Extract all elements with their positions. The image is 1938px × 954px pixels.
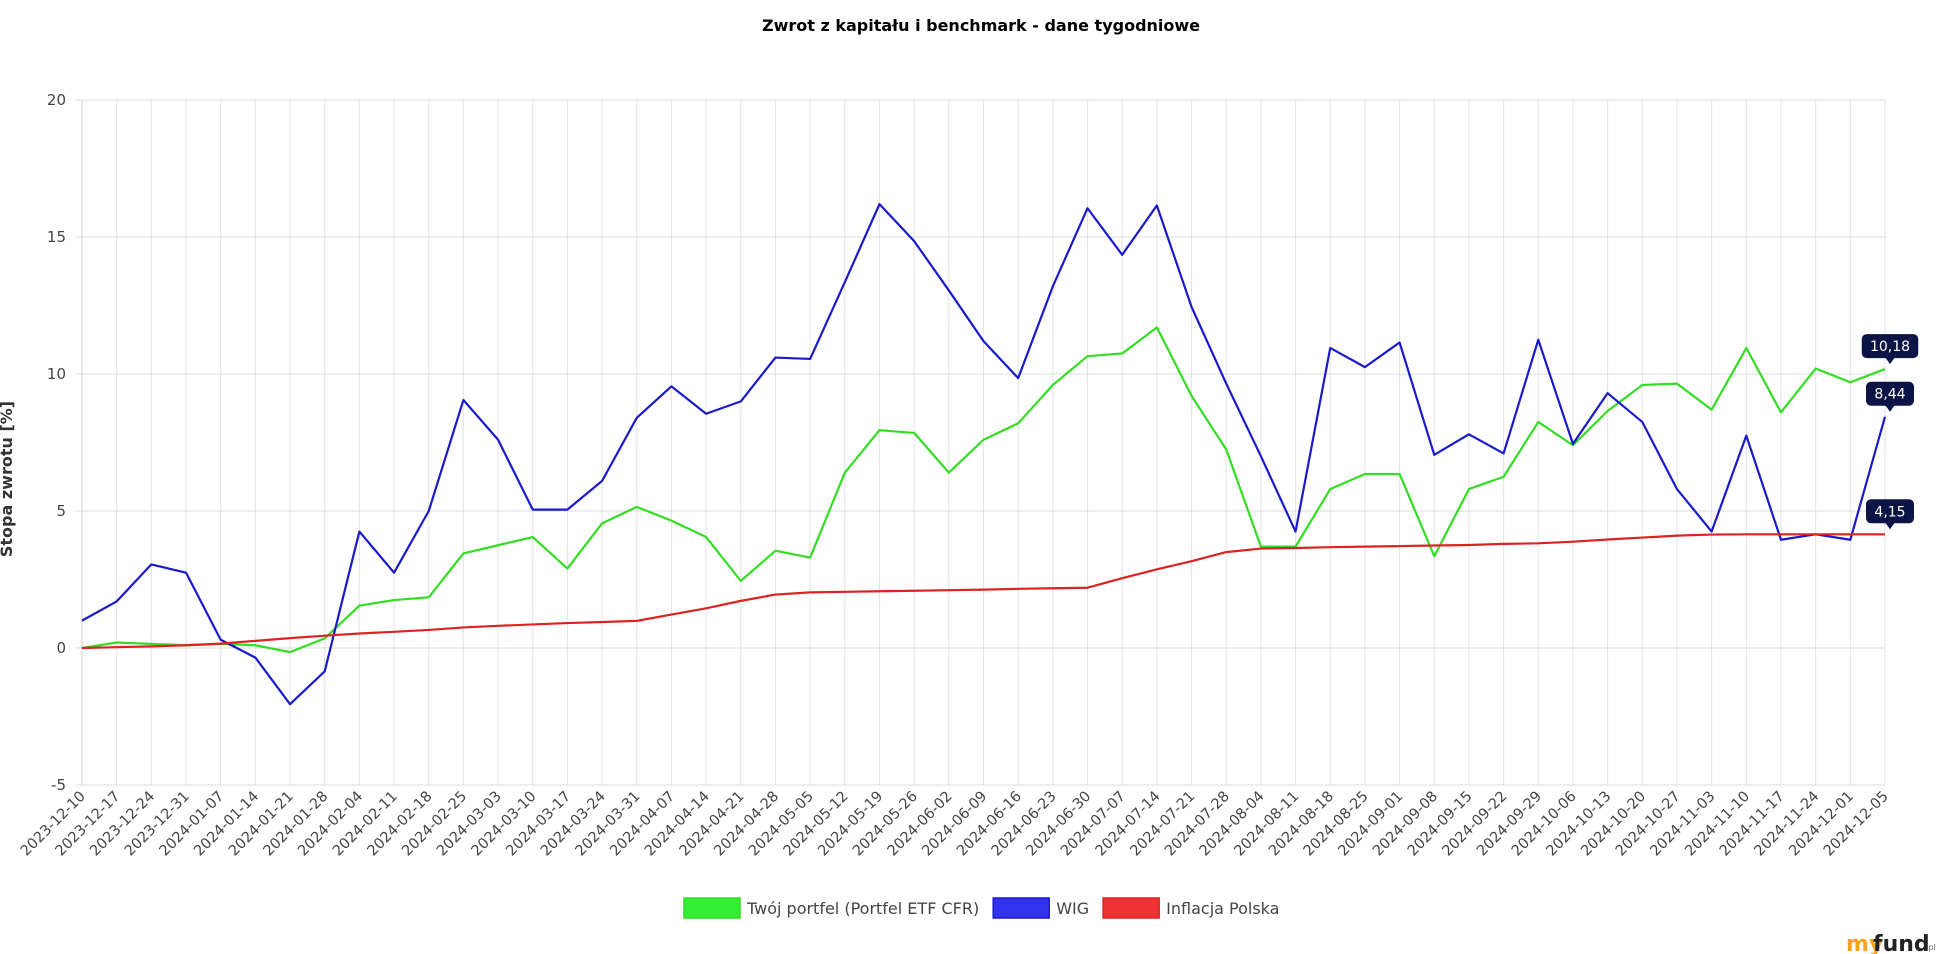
legend-swatch [992,897,1050,919]
legend-item-2[interactable]: Inflacja Polska [1102,897,1279,919]
legend[interactable]: Twój portfel (Portfel ETF CFR) WIG Inflacj… [683,897,1279,919]
legend-swatch [683,897,741,919]
legend-swatch [1102,897,1160,919]
end-label-0: 10,18 [1861,334,1919,365]
logo-pl: .pl [1926,943,1936,952]
end-label-1: 8,44 [1866,381,1914,412]
myfund-logo[interactable]: my fund .pl [1846,932,1936,954]
legend-label: Inflacja Polska [1166,899,1279,918]
series-line-0[interactable] [81,326,1886,654]
legend-item-0[interactable]: Twój portfel (Portfel ETF CFR) [683,897,979,919]
grid [76,99,1886,786]
logo-fund: fund [1873,932,1930,954]
chart-title: Zwrot z kapitału i benchmark - dane tygo… [762,16,1200,35]
y-tick-label: 0 [56,639,66,657]
y-axis-label: Stopa zwrotu [%] [0,401,16,557]
legend-item-1[interactable]: WIG [992,897,1089,919]
y-axis-ticks: -5 0 5 10 15 20 [47,91,66,794]
legend-label: Twój portfel (Portfel ETF CFR) [746,899,979,918]
series-line-2[interactable] [81,533,1885,650]
y-tick-label: 20 [47,91,66,109]
series-line-1[interactable] [81,203,1887,706]
y-tick-label: -5 [51,776,66,794]
end-label-text: 8,44 [1874,387,1905,403]
x-axis-ticks: 2023-12-102023-12-172023-12-242023-12-31… [18,789,1892,860]
y-tick-label: 10 [47,365,66,383]
end-label-text: 4,15 [1874,504,1905,520]
end-label-2: 4,15 [1866,499,1914,530]
series-lines [81,203,1887,706]
end-labels: 10,18 8,44 4,15 [1861,334,1919,530]
legend-label: WIG [1056,899,1089,918]
y-tick-label: 5 [56,502,66,520]
logo-my: my [1846,932,1883,954]
y-tick-label: 15 [47,228,66,246]
end-label-text: 10,18 [1870,339,1910,355]
